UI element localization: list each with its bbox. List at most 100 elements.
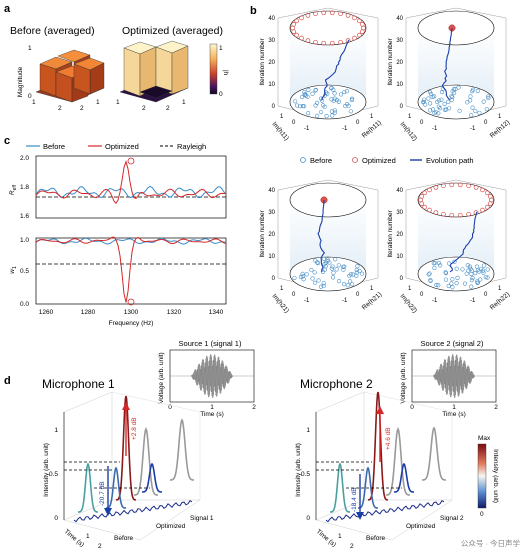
svg-text:0: 0 bbox=[272, 276, 276, 282]
bottom-before-curve bbox=[35, 237, 227, 245]
svg-text:-1: -1 bbox=[304, 126, 310, 132]
panel-a-xtick-6: 2 bbox=[142, 105, 146, 112]
mic2-floor-before: Before bbox=[366, 535, 386, 542]
panel-a-ytick-1: 1 bbox=[28, 45, 32, 52]
mic1-int-tick-1: 1 bbox=[54, 427, 58, 434]
mic1-time-tick-1: 1 bbox=[86, 533, 90, 540]
svg-text:30: 30 bbox=[396, 38, 403, 44]
mic2-int-tick-1: 1 bbox=[306, 427, 310, 434]
xtick-1340: 1340 bbox=[209, 309, 224, 316]
svg-text:-1: -1 bbox=[470, 298, 476, 304]
panel-a-cbar-label: |h bbox=[222, 70, 229, 76]
mic2-plot: 1 0.5 0 Intensity (arb. unit) +4.6 dB -1… bbox=[295, 391, 464, 550]
mic2-time-tick-1: 1 bbox=[338, 533, 342, 540]
svg-text:20: 20 bbox=[268, 60, 275, 66]
svg-text:0: 0 bbox=[272, 104, 276, 110]
svg-text:0: 0 bbox=[292, 292, 296, 298]
mic2-title: Microphone 2 bbox=[300, 377, 373, 391]
xtick-1280: 1280 bbox=[81, 309, 96, 316]
source1-xtick-0: 0 bbox=[168, 404, 172, 411]
bottom-plot-frame bbox=[35, 237, 227, 305]
svg-text:30: 30 bbox=[268, 210, 275, 216]
panel-a-ylabel: Magnitude bbox=[17, 66, 24, 97]
mic2-annot-down: -18.4 dB bbox=[351, 487, 358, 512]
svg-text:20: 20 bbox=[268, 232, 275, 238]
mic2-int-tick-0: 0 bbox=[306, 515, 310, 522]
svg-text:Iteration number: Iteration number bbox=[259, 210, 266, 258]
svg-text:-1: -1 bbox=[342, 126, 348, 132]
panel-d-cbar-label: Intensity (arb. unit) bbox=[492, 449, 499, 503]
svg-text:40: 40 bbox=[268, 188, 275, 194]
bottom-ytick-0.0: 0.0 bbox=[20, 301, 29, 308]
source2-ylabel: Voltage (arb. unit) bbox=[400, 352, 407, 403]
mic1-floor-signal: Signal 1 bbox=[190, 515, 214, 522]
panel-a-ytick-0: 0 bbox=[28, 93, 32, 100]
source2-xtick-1: 1 bbox=[452, 404, 456, 411]
legend-optimized-marker bbox=[352, 157, 358, 163]
svg-text:0: 0 bbox=[484, 120, 488, 126]
top-ytick-1.8: 1.8 bbox=[20, 184, 29, 191]
svg-text:Im(h22): Im(h22) bbox=[398, 293, 418, 315]
panel-d-label: d bbox=[4, 375, 11, 387]
svg-text:-1: -1 bbox=[304, 298, 310, 304]
svg-text:1: 1 bbox=[408, 114, 412, 120]
panel-d-colorbar bbox=[477, 443, 487, 509]
legend-optimized-label: Optimized bbox=[362, 156, 396, 165]
svg-text:Iteration number: Iteration number bbox=[259, 38, 266, 86]
source1-waveform bbox=[170, 354, 254, 398]
mic1-annot-down: -20.7 dB bbox=[99, 481, 106, 506]
svg-text:0: 0 bbox=[484, 292, 488, 298]
svg-text:Im(h21): Im(h21) bbox=[270, 293, 290, 315]
svg-text:Im(h11): Im(h11) bbox=[270, 121, 289, 142]
panel-a-title-right: Optimized (averaged) bbox=[122, 25, 223, 37]
svg-text:40: 40 bbox=[268, 16, 275, 22]
bottom-dip-marker bbox=[127, 298, 135, 306]
mic2-int-label: Intensity (arb. unit) bbox=[295, 443, 302, 497]
top-optimized-curve bbox=[35, 160, 226, 205]
source1-xlabel: Time (s) bbox=[200, 411, 224, 418]
watermark: 公众号 · 今日声学 bbox=[461, 538, 521, 548]
panel-a-xtick-5: 1 bbox=[116, 99, 120, 106]
mic1-annot-up: +2.8 dB bbox=[131, 417, 138, 440]
legend-c-rayleigh: Rayleigh bbox=[177, 142, 206, 151]
mic2-time-tick-2: 2 bbox=[350, 543, 354, 550]
mic2-peaks bbox=[316, 391, 446, 523]
legend-c-optimized: Optimized bbox=[105, 142, 139, 151]
xtick-1320: 1320 bbox=[167, 309, 182, 316]
top-before-curve bbox=[35, 185, 227, 199]
bottom-ytick-1.0: 1.0 bbox=[20, 237, 29, 244]
svg-text:-1: -1 bbox=[342, 298, 348, 304]
mic1-int-label: Intensity (arb. unit) bbox=[43, 443, 50, 497]
source1-title: Source 1 (signal 1) bbox=[179, 339, 242, 348]
svg-text:1: 1 bbox=[280, 114, 284, 120]
svg-text:0: 0 bbox=[420, 120, 424, 126]
svg-text:Re(h12): Re(h12) bbox=[489, 119, 511, 139]
svg-text:1: 1 bbox=[370, 286, 374, 292]
legend-before-label: Before bbox=[310, 156, 332, 165]
mic2-time-label: Time (s) bbox=[315, 528, 338, 549]
panel-d: d Microphone 1 Microphone 2 Source 1 (si… bbox=[4, 339, 520, 550]
panel-c: c Before Optimized Rayleigh 2.0 1.8 1.6 … bbox=[4, 135, 227, 327]
svg-text:40: 40 bbox=[396, 16, 403, 22]
svg-text:30: 30 bbox=[268, 38, 275, 44]
bottom-optimized-curve bbox=[35, 236, 227, 303]
top-ytick-2.0: 2.0 bbox=[20, 155, 29, 162]
panel-b-legend: Before Optimized Evolution path bbox=[300, 156, 474, 165]
mic2-int-tick-0.5: 0.5 bbox=[301, 471, 310, 478]
mic1-title: Microphone 1 bbox=[42, 377, 115, 391]
panel-a-cbar-tick-1: 1 bbox=[219, 45, 223, 52]
panel-a-label: a bbox=[4, 3, 11, 15]
top-ytick-1.6: 1.6 bbox=[20, 213, 29, 220]
svg-text:1: 1 bbox=[370, 114, 374, 120]
svg-text:40: 40 bbox=[396, 188, 403, 194]
svg-text:1: 1 bbox=[498, 286, 502, 292]
top-peak-marker bbox=[127, 157, 135, 165]
xtick-1300: 1300 bbox=[124, 309, 139, 316]
svg-text:Iteration number: Iteration number bbox=[387, 210, 394, 258]
svg-text:-1: -1 bbox=[470, 126, 476, 132]
svg-text:Iteration number: Iteration number bbox=[387, 38, 394, 86]
source1-ylabel: Voltage (arb. unit) bbox=[158, 352, 165, 403]
